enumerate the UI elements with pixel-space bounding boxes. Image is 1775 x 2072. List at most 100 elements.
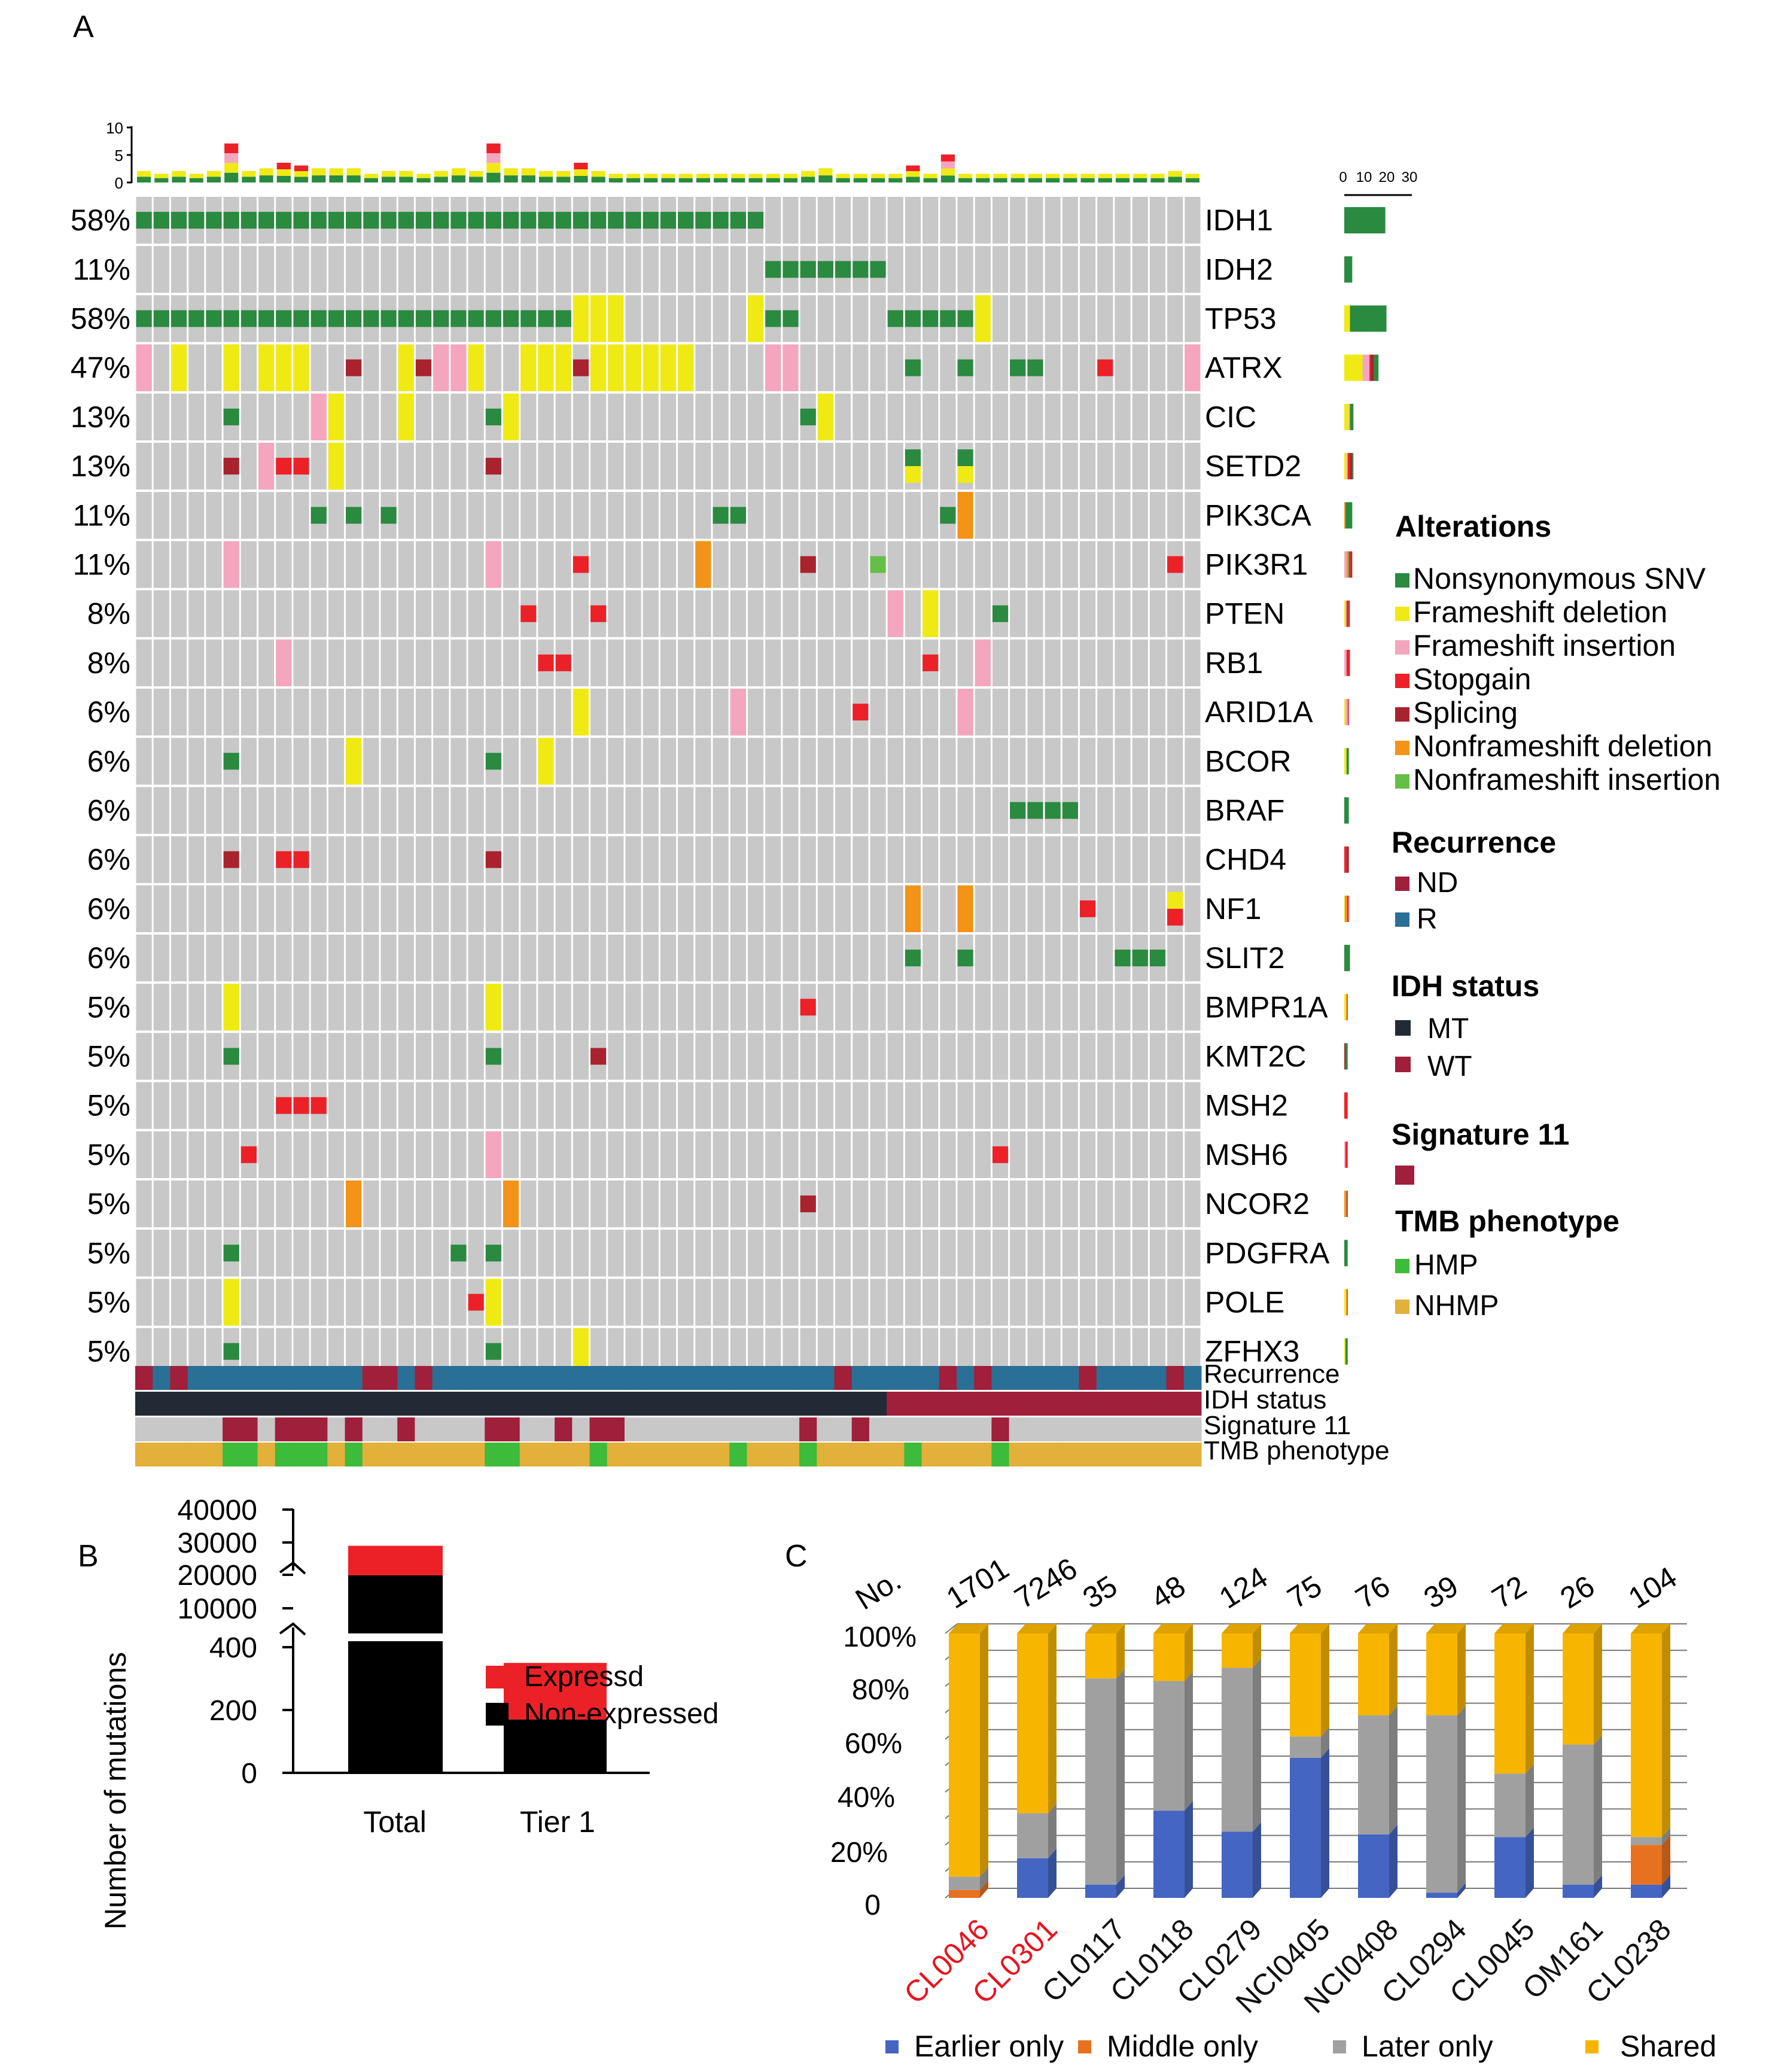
tmb-cell [712,1443,730,1466]
legend-title-tmb: TMB phenotype [1395,1204,1619,1238]
oncoprint-cell [363,1180,379,1228]
oncoprint-cell [258,1180,275,1228]
top-count-bar [818,175,833,182]
oncoprint-cell [713,1131,729,1178]
gene-label: MSH2 [1205,1089,1288,1122]
oncoprint-cell [1062,1033,1079,1080]
oncoprint-cell [1097,492,1113,539]
recurrence-cell [1131,1366,1149,1390]
oncoprint-cell [380,689,397,736]
oncoprint-cell [555,1279,571,1326]
oncoprint-cell [258,984,275,1031]
top-count-bar [242,177,256,182]
oncoprint-cell [1132,590,1148,637]
oncoprint-cell [1132,1279,1148,1326]
oncoprint-cell [538,689,554,736]
oncoprint-cell [747,344,764,391]
oncoprint-cell [573,492,589,539]
oncoprint-cell [643,935,659,982]
idh-cell [589,1392,608,1416]
legend-label-expressd: Expressd [524,1661,644,1693]
frequency-bar-segment [1344,256,1353,283]
oncoprint-cell [503,836,519,883]
oncoprint-cell [643,246,659,293]
oncoprint-cell [887,738,903,785]
oncoprint-cell [608,689,624,736]
top-count-bar [276,169,291,176]
oncoprint-cell [346,639,362,686]
oncoprint-cell [1027,1131,1043,1178]
oncoprint-cell [503,787,519,834]
mutation-mark [276,639,292,686]
mutation-mark [573,212,589,229]
signature-cell [397,1417,415,1441]
oncoprint-cell [240,590,257,637]
signature-cell [467,1417,485,1441]
frequency-bar-segment [1346,600,1349,627]
oncoprint-cell [835,590,851,637]
recurrence-cell [467,1366,485,1390]
percent-label: 13% [71,449,130,483]
top-count-bar [644,178,658,182]
mutation-mark [136,344,152,391]
oncoprint-cell [258,885,275,932]
oncoprint-cell [905,836,921,883]
tmb-cell [1061,1443,1080,1466]
oncoprint-cell [468,393,484,440]
mutation-mark [223,541,239,588]
top-count-bar [399,171,413,177]
oncoprint-cell [747,935,764,982]
oncoprint-cell [1132,492,1148,539]
oncoprint-cell [1167,935,1183,982]
oncoprint-cell [520,1279,537,1326]
mutation-mark [223,1048,239,1065]
oncoprint-cell [1132,738,1148,785]
oncoprint-cell [520,393,537,440]
oncoprint-cell [293,1131,309,1178]
percent-label: 6% [87,794,130,827]
signature-cell [1149,1417,1167,1441]
oncoprint-cell [643,885,659,932]
oncoprint-cell [853,787,869,834]
legend-swatch-alteration [1395,707,1409,722]
oncoprint-cell [153,541,169,588]
oncoprint-cell [730,1033,746,1080]
oncoprint-cell [643,836,659,883]
oncoprint-cell [346,590,362,637]
mutation-mark [485,1343,501,1360]
oncoprint-cell [922,1230,939,1277]
bar-total-nonexpressed-lower [348,1641,443,1773]
percent-label: 8% [87,646,130,680]
mutation-mark [310,310,327,327]
tmb-cell [921,1443,940,1466]
oncoprint-cell [363,541,379,588]
oncoprint-cell [276,492,292,539]
tmb-cell [1026,1443,1045,1466]
stacked-bar-side [1321,1727,1329,1758]
oncoprint-cell [817,639,834,686]
mutation-mark [223,984,239,1031]
panel-c-tick: 80% [852,1674,909,1706]
oncoprint-cell [940,836,956,883]
oncoprint-cell [1185,1230,1201,1277]
mutation-mark [573,689,589,736]
oncoprint-cell [520,1230,537,1277]
stacked-bar-side [1457,1706,1466,1893]
oncoprint-cell [555,984,571,1031]
mutation-mark [520,212,537,229]
oncoprint-cell [188,1279,205,1326]
mutation-mark [573,295,589,342]
oncoprint-cell [450,590,467,637]
oncoprint-cell [747,689,764,736]
top-count-bar [1115,174,1130,178]
oncoprint-cell [520,443,537,490]
oncoprint-cell [922,393,939,440]
legend-label-hmp: HMP [1414,1249,1478,1281]
oncoprint-cell [276,885,292,932]
oncoprint-cell [450,1131,467,1178]
top-count-bar [923,178,937,182]
oncoprint-cell [346,1131,362,1178]
oncoprint-cell [695,344,711,391]
oncoprint-cell [398,1180,414,1228]
recurrence-cell [1061,1366,1080,1390]
